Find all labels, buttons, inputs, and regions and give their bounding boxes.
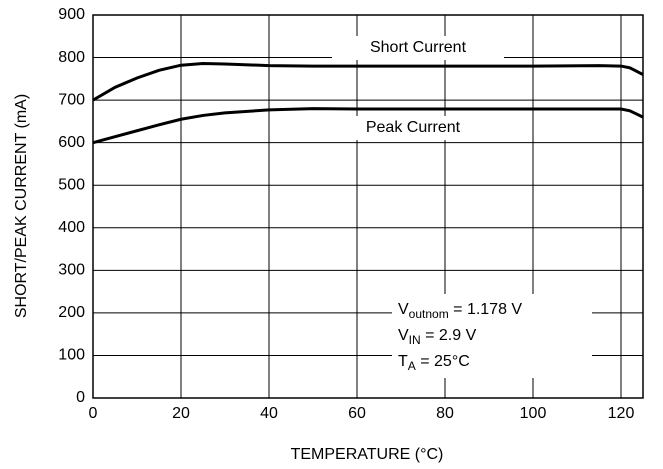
annotation-rest: = 2.9 V: [421, 327, 477, 344]
x-tick-label: 60: [348, 405, 366, 422]
plot-frame: [92, 14, 644, 399]
annotation-sub: A: [408, 359, 416, 373]
y-tick-label: 100: [58, 347, 85, 364]
annotation-base: T: [398, 353, 408, 370]
series-label: Peak Current: [366, 119, 461, 136]
annotation-rest: = 1.178 V: [449, 301, 523, 318]
y-tick-label: 200: [58, 304, 85, 321]
y-axis-label: SHORT/PEAK CURRENT (mA): [13, 94, 30, 318]
y-tick-label: 400: [58, 219, 85, 236]
x-tick-label: 20: [172, 405, 190, 422]
y-tick-label: 500: [58, 176, 85, 193]
annotation: Voutnom = 1.178 V: [398, 301, 522, 321]
annotation: TA = 25°C: [398, 353, 470, 373]
series-label: Short Current: [370, 39, 467, 56]
x-tick-label: 40: [260, 405, 278, 422]
label-background: [346, 116, 480, 140]
x-tick-label: 120: [608, 405, 635, 422]
note-background: [392, 294, 592, 378]
x-axis-label: TEMPERATURE (°C): [291, 446, 444, 463]
y-tick-label: 300: [58, 262, 85, 279]
series-line: [92, 107, 644, 145]
annotation-rest: = 25°C: [416, 353, 470, 370]
x-tick-label: 80: [436, 405, 454, 422]
y-tick-label: 0: [76, 389, 85, 406]
annotation: VIN = 2.9 V: [398, 327, 477, 347]
series-line: [92, 62, 644, 102]
label-background: [332, 36, 504, 60]
annotation-base: V: [398, 327, 409, 344]
annotation-base: V: [398, 301, 409, 318]
annotation-sub: IN: [409, 333, 421, 347]
y-tick-label: 700: [58, 91, 85, 108]
x-tick-label: 100: [520, 405, 547, 422]
y-tick-label: 600: [58, 134, 85, 151]
annotation-sub: outnom: [409, 307, 449, 321]
y-tick-label: 800: [58, 49, 85, 66]
x-tick-label: 0: [89, 405, 98, 422]
y-tick-label: 900: [58, 6, 85, 23]
